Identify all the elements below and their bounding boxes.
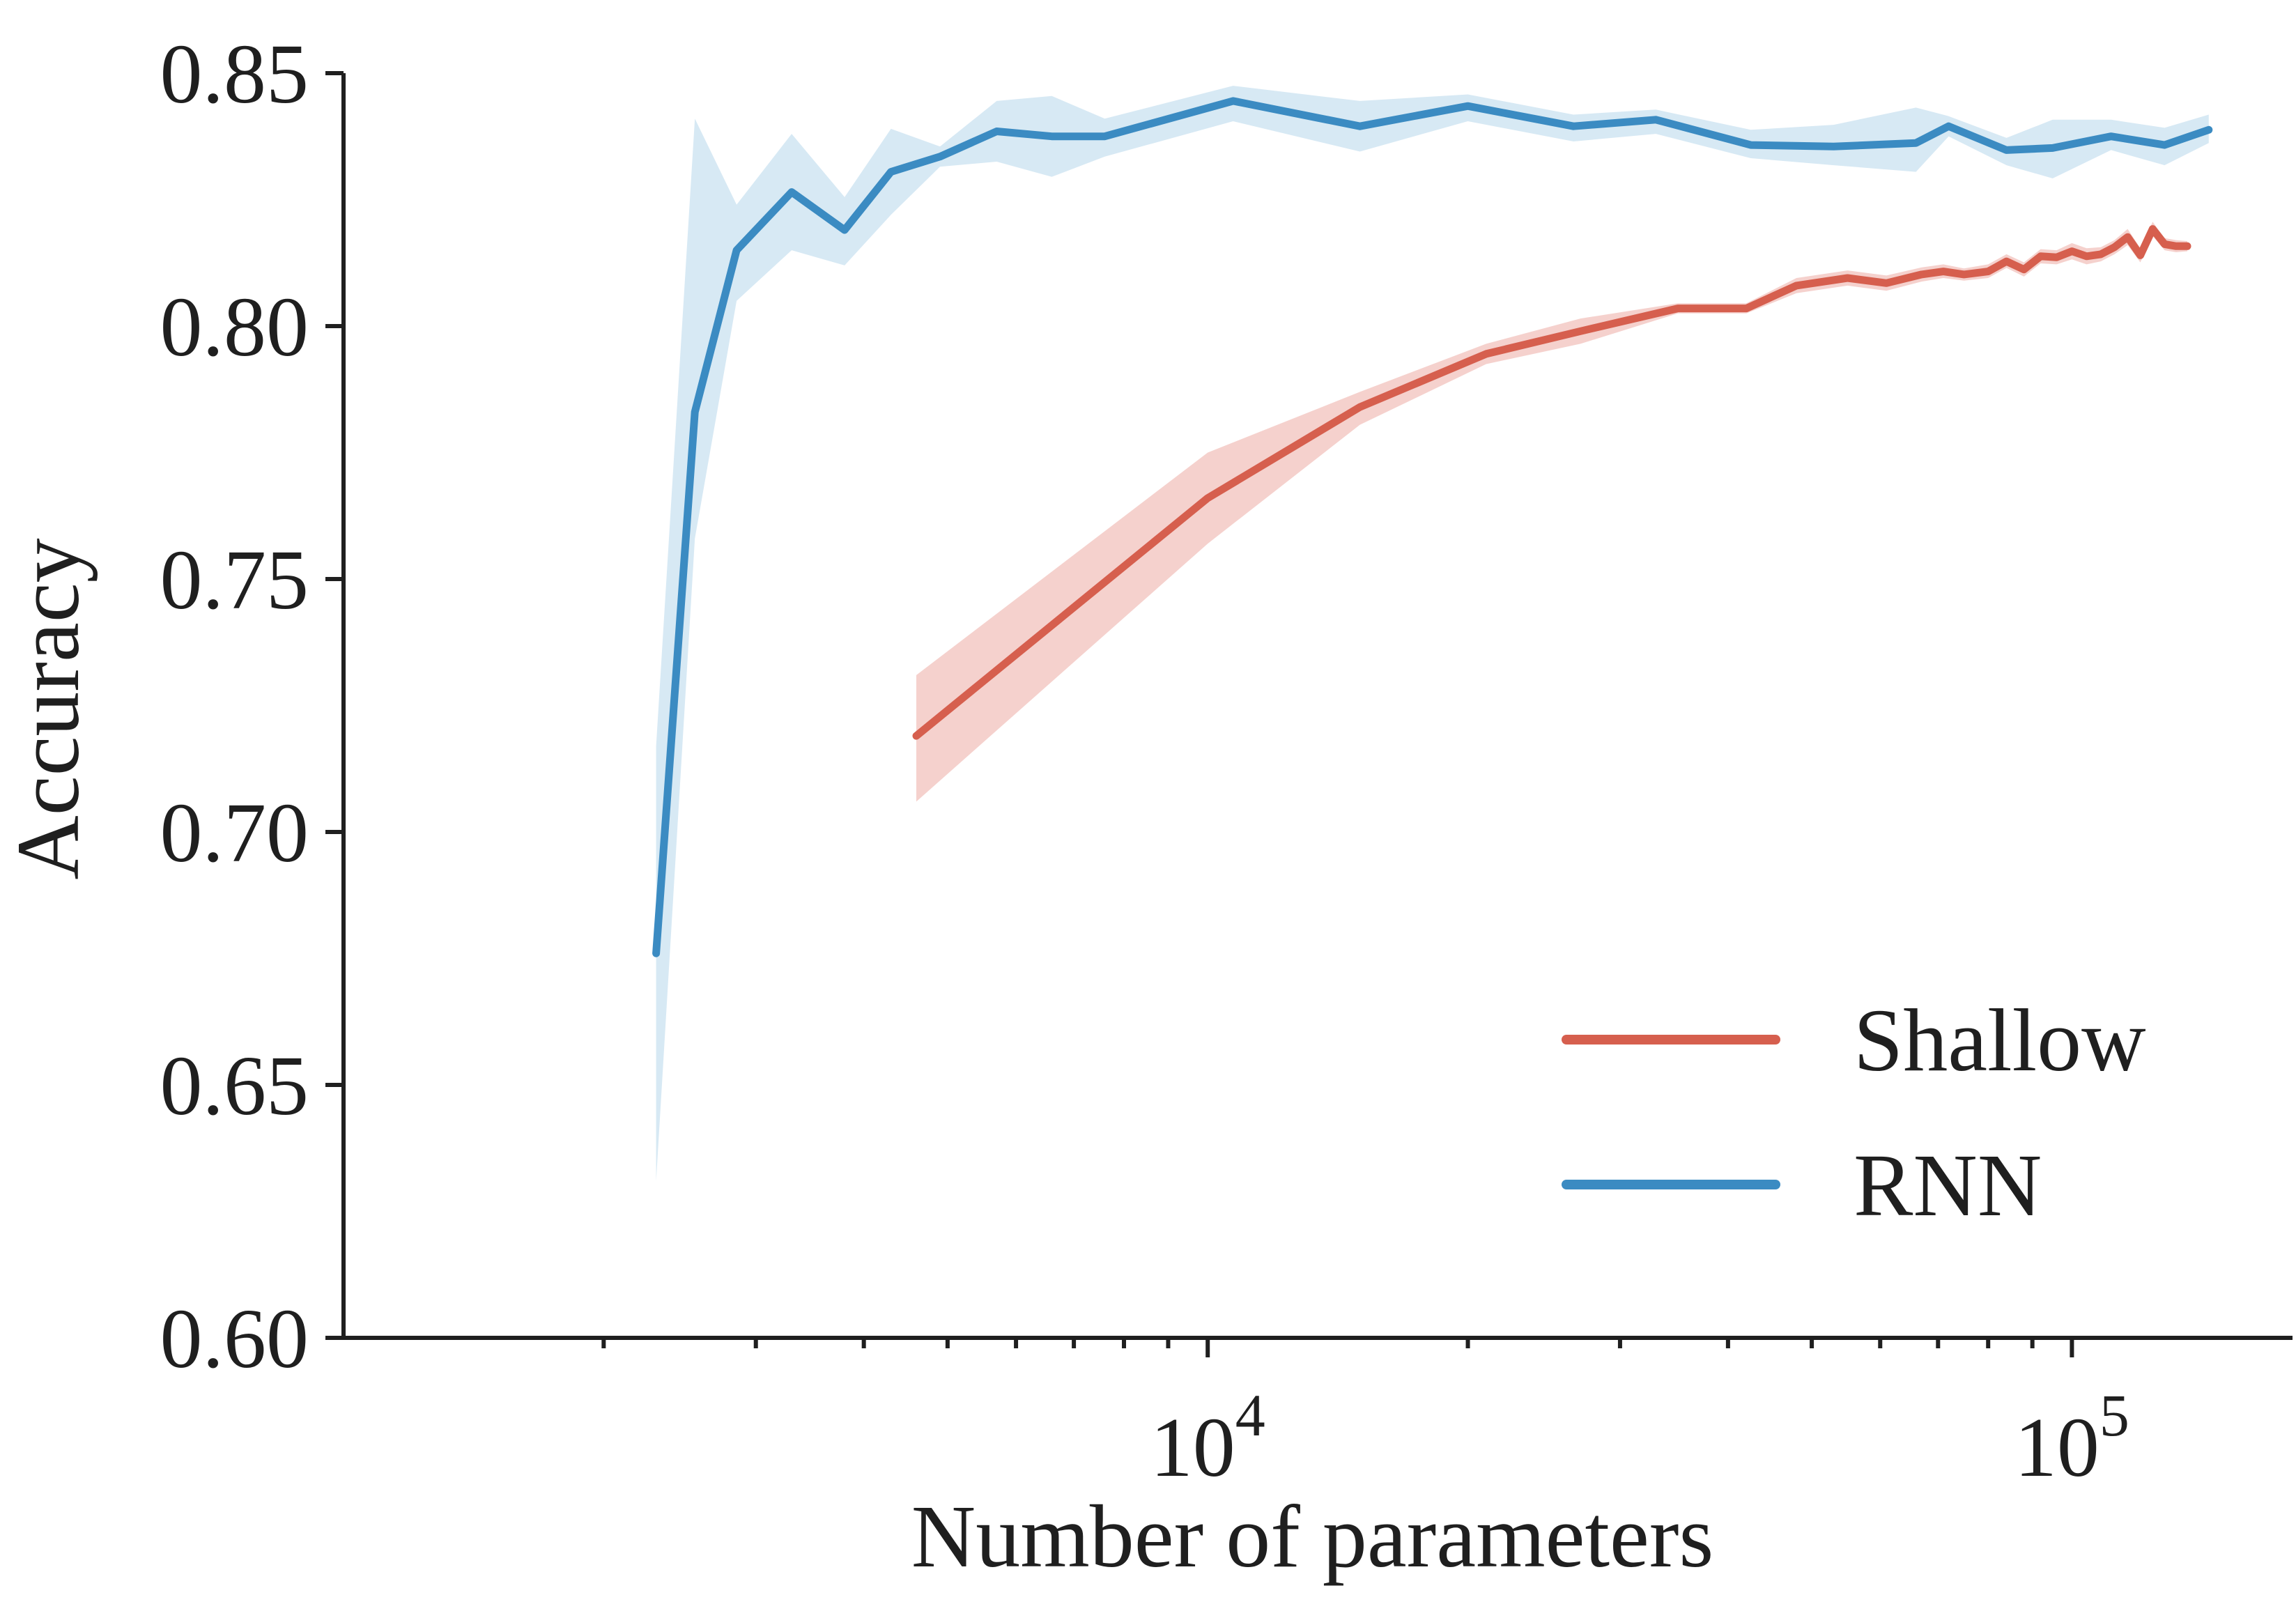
- x-tick-label-1: 105: [2014, 1382, 2129, 1495]
- legend: Shallow RNN: [1562, 991, 2146, 1235]
- legend-rnn-label: RNN: [1854, 1136, 2042, 1235]
- y-tick-label-0: 0.60: [160, 1292, 309, 1386]
- y-tick-label-2: 0.70: [160, 786, 309, 880]
- x-ticks: 104 105: [601, 1338, 2129, 1495]
- y-axis-label: Accuracy: [0, 538, 98, 879]
- shallow-confidence-band: [916, 222, 2187, 802]
- axes: [341, 73, 2293, 1340]
- x-axis-label: Number of parameters: [911, 1487, 1714, 1586]
- y-tick-label-1: 0.65: [160, 1039, 309, 1133]
- rnn-series-line: [652, 97, 2213, 957]
- y-tick-label-5: 0.85: [160, 27, 309, 121]
- x-tick-label-0: 104: [1150, 1382, 1265, 1495]
- y-ticks: 0.60 0.65 0.70 0.75 0.80 0.85: [160, 27, 344, 1386]
- rnn-confidence-band: [656, 86, 2209, 1181]
- series-lines: [652, 97, 2213, 957]
- legend-shallow-label: Shallow: [1854, 991, 2146, 1090]
- shallow-series-line: [912, 225, 2191, 740]
- y-tick-label-3: 0.75: [160, 533, 309, 627]
- y-tick-label-4: 0.80: [160, 280, 309, 374]
